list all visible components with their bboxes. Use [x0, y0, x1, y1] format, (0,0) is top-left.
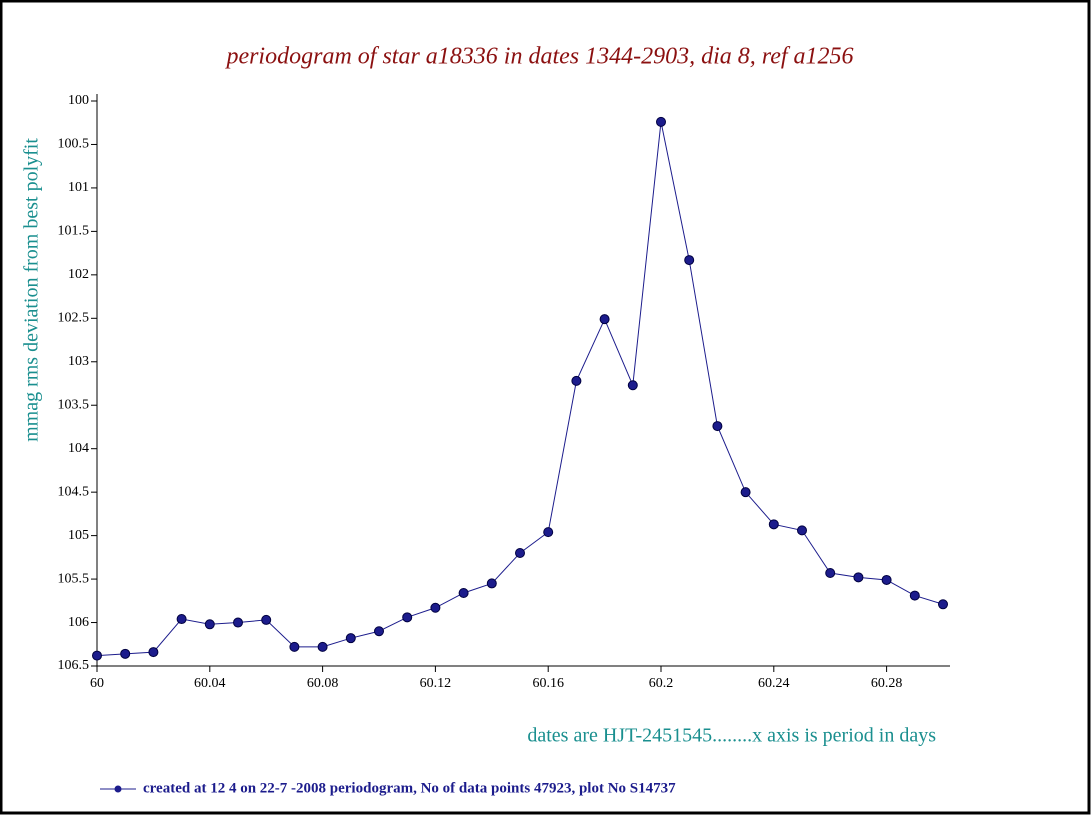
point — [656, 116, 666, 127]
y-tick-label: 102 — [68, 267, 89, 282]
y-tick-label: 100.5 — [58, 137, 90, 152]
y-tick-label: 101 — [68, 180, 89, 195]
point — [825, 567, 836, 578]
y-tick-label: 103.5 — [58, 397, 90, 412]
x-axis-label: dates are HJT-2451545........x axis is p… — [527, 725, 936, 747]
point — [571, 375, 582, 386]
point — [853, 572, 864, 583]
point — [317, 641, 328, 652]
y-tick-label: 104 — [68, 441, 89, 456]
y-tick-label: 105.5 — [58, 571, 90, 586]
point — [458, 587, 469, 598]
y-tick-label: 102.5 — [58, 311, 90, 326]
point — [176, 614, 187, 625]
x-tick-label: 60.28 — [871, 676, 903, 691]
point — [204, 619, 215, 630]
y-tick-label: 106 — [68, 615, 89, 630]
point — [768, 519, 779, 530]
point — [543, 527, 554, 538]
point — [515, 548, 525, 558]
y-tick-label: 106.5 — [58, 658, 90, 673]
x-tick-label: 60.2 — [649, 676, 674, 691]
chart-title: periodogram of star a18336 in dates 1344… — [224, 44, 853, 70]
point — [909, 590, 920, 601]
point — [430, 602, 441, 613]
point — [289, 641, 300, 652]
point — [599, 314, 610, 325]
x-tick-label: 60.16 — [532, 676, 564, 691]
x-tick-label: 60.24 — [758, 676, 790, 691]
x-tick-label: 60 — [90, 676, 104, 691]
point — [486, 578, 497, 589]
point — [148, 647, 159, 658]
y-tick-label: 100 — [68, 93, 89, 108]
point — [402, 612, 413, 623]
y-tick-label: 101.5 — [58, 224, 90, 239]
point — [627, 380, 638, 391]
point — [261, 614, 272, 625]
point — [233, 617, 243, 628]
point — [684, 255, 695, 266]
point — [797, 525, 807, 536]
point — [92, 650, 102, 661]
point — [881, 574, 892, 585]
y-axis-label: mmag rms deviation from best polyfit — [21, 138, 43, 442]
x-tick-label: 60.12 — [420, 676, 452, 691]
y-tick-label: 103 — [68, 354, 89, 369]
point — [712, 421, 723, 432]
point — [374, 626, 384, 637]
point — [938, 599, 948, 610]
x-tick-label: 60.08 — [307, 676, 339, 691]
x-tick-label: 60.04 — [194, 676, 226, 691]
legend-marker — [114, 785, 122, 793]
legend-label: created at 12 4 on 22-7 -2008 periodogra… — [143, 780, 676, 796]
point — [740, 487, 751, 498]
point — [345, 633, 356, 644]
point — [120, 648, 131, 659]
y-tick-label: 105 — [68, 528, 89, 543]
y-tick-label: 104.5 — [58, 484, 90, 499]
